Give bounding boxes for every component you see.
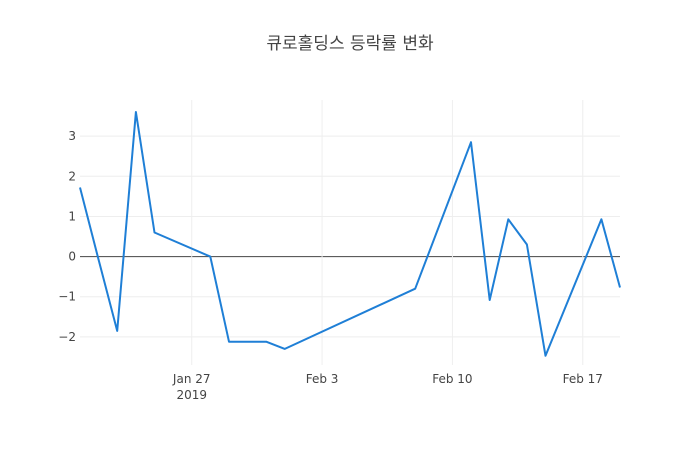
axis-labels: 3 2 1 0 −1 −2 Jan 27 2019 Feb 3 Feb 10 Feb 17 [58, 129, 603, 402]
grid-layer [80, 100, 620, 365]
y-tick-label: 3 [68, 129, 76, 143]
x-tick-label: Feb 17 [563, 372, 603, 386]
chart-title: 큐로홀딩스 등락률 변화 [266, 34, 434, 54]
series-layer [79, 111, 621, 357]
x-tick-label: Feb 3 [306, 372, 339, 386]
x-tick-label: Jan 27 [172, 372, 211, 386]
y-tick-label: 1 [68, 209, 76, 223]
y-tick-label: 0 [68, 250, 76, 264]
y-tick-label: −2 [58, 330, 76, 344]
series-line [79, 111, 621, 357]
x-tick-label: Feb 10 [432, 372, 472, 386]
x-tick-sublabel: 2019 [176, 388, 207, 402]
y-tick-label: 2 [68, 169, 76, 183]
y-tick-label: −1 [58, 290, 76, 304]
